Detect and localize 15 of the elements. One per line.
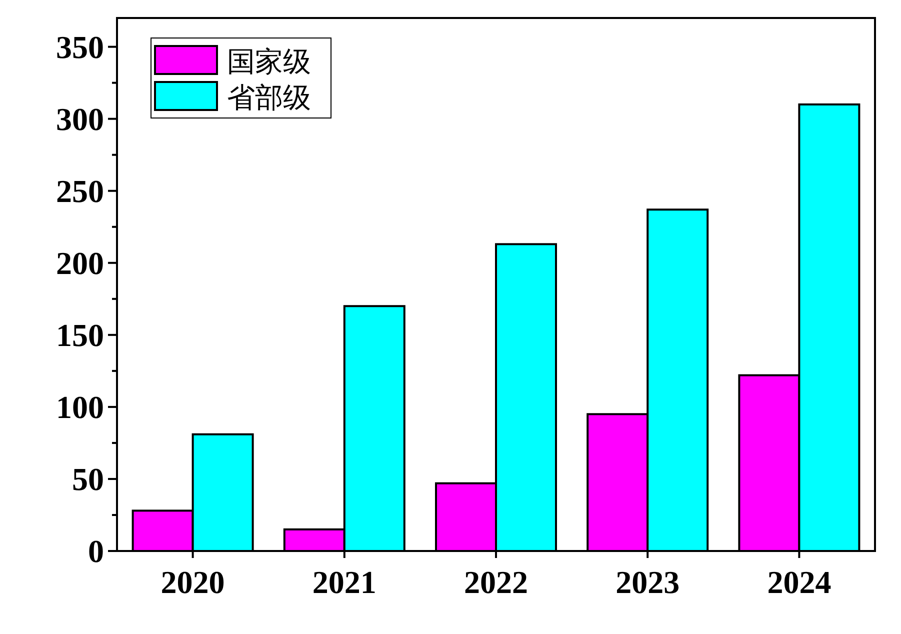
y-tick-label: 150 [56,316,104,353]
legend-label: 省部级 [227,83,311,114]
y-tick-label: 200 [56,244,104,281]
y-tick-label: 50 [72,460,104,497]
x-tick-label: 2021 [312,564,376,600]
y-tick-label: 350 [56,28,104,65]
x-tick-label: 2024 [767,564,832,600]
legend-label: 国家级 [227,47,311,78]
y-tick-label: 0 [88,533,104,569]
y-tick-label: 100 [56,388,104,425]
y-tick-label: 300 [56,100,104,137]
y-tick-label: 250 [56,172,104,209]
x-tick-label: 2023 [616,564,680,600]
x-tick-label: 2020 [160,564,225,600]
x-tick-label: 2022 [464,564,528,600]
